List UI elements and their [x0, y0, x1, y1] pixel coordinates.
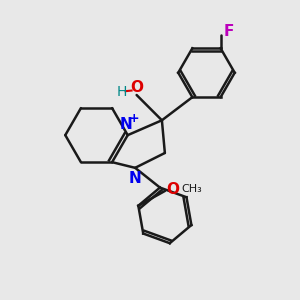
- Text: CH₃: CH₃: [182, 184, 202, 194]
- Text: N: N: [120, 117, 133, 132]
- Text: O: O: [130, 80, 143, 95]
- Text: +: +: [129, 112, 140, 125]
- Text: H: H: [117, 85, 127, 99]
- Text: N: N: [129, 171, 142, 186]
- Text: F: F: [224, 24, 234, 39]
- Text: O: O: [167, 182, 180, 197]
